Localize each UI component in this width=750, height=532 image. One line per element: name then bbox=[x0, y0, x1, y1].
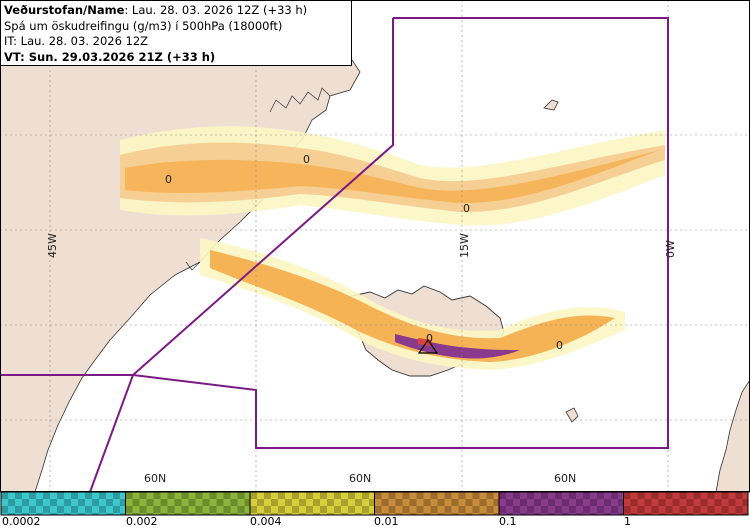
legend-tick-label: 0.002 bbox=[126, 515, 158, 528]
legend-swatch bbox=[498, 491, 624, 516]
legend-tick-label: 0.004 bbox=[250, 515, 282, 528]
legend-swatch bbox=[125, 491, 251, 516]
legend-swatch bbox=[249, 491, 375, 516]
info-description: Spá um öskudreifingu (g/m3) í 500hPa (18… bbox=[4, 18, 283, 33]
info-title-line: Veðurstofan/Name: Lau. 28. 03. 2026 12Z … bbox=[4, 3, 348, 19]
fir-boundary bbox=[0, 17, 669, 493]
contour-label: 0 bbox=[303, 153, 310, 166]
info-initial-time: IT: Lau. 28. 03. 2026 12Z bbox=[4, 34, 149, 48]
contour-label: 0 bbox=[463, 202, 470, 215]
contour-label: 0 bbox=[426, 332, 433, 345]
legend-swatch bbox=[623, 491, 749, 516]
lat-label-60n: 60N bbox=[554, 472, 576, 485]
info-valid-time: VT: Sun. 29.03.2026 21Z (+33 h) bbox=[4, 49, 216, 64]
forecast-info-box: Veðurstofan/Name: Lau. 28. 03. 2026 12Z … bbox=[0, 0, 352, 66]
info-issue-time: : Lau. 28. 03. 2026 12Z (+33 h) bbox=[124, 3, 308, 17]
legend-swatch bbox=[0, 491, 126, 516]
contour-label: 0 bbox=[556, 339, 563, 352]
legend-tick-label: 0.01 bbox=[374, 515, 399, 528]
legend-swatch bbox=[374, 491, 500, 516]
legend-tick-label: 1 bbox=[624, 515, 631, 528]
legend-tick-label: 0.0002 bbox=[2, 515, 41, 528]
jan-mayen-island bbox=[543, 99, 559, 111]
color-scale-bar bbox=[0, 491, 749, 516]
lat-label-60n: 60N bbox=[144, 472, 166, 485]
lon-label-0w: 0W bbox=[664, 240, 677, 258]
info-agency: Veðurstofan/Name bbox=[4, 3, 125, 17]
lon-label-45w: 45W bbox=[46, 233, 59, 258]
color-scale-labels: 0.0002 0.002 0.004 0.01 0.1 1 bbox=[0, 515, 750, 532]
contour-label: 0 bbox=[165, 173, 172, 186]
lat-label-60n: 60N bbox=[349, 472, 371, 485]
volcano-marker-icon bbox=[417, 338, 439, 354]
lon-label-15w: 15W bbox=[458, 233, 471, 258]
legend-tick-label: 0.1 bbox=[499, 515, 517, 528]
faroe-islands bbox=[565, 407, 579, 423]
